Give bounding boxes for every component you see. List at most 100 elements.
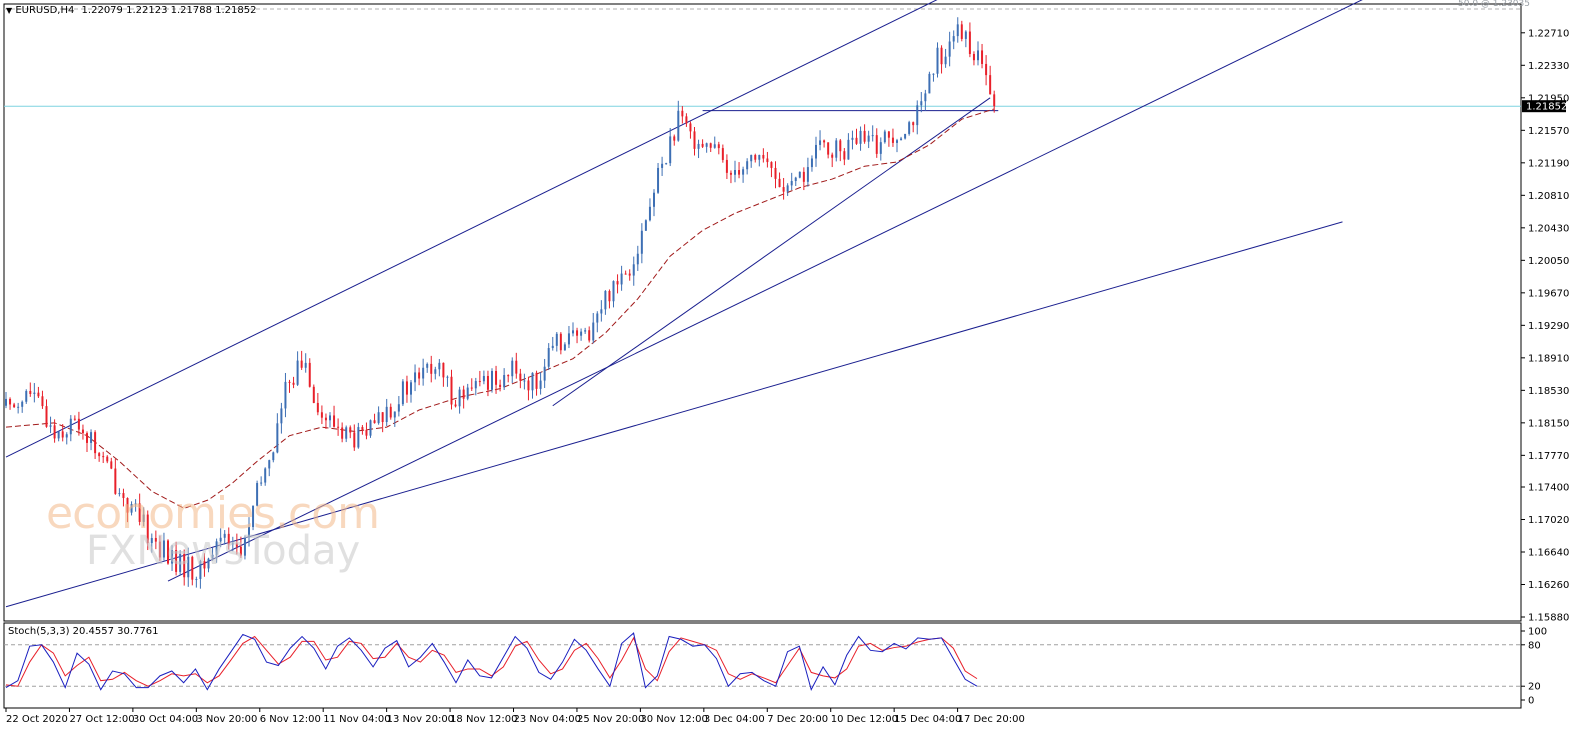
candle-body (130, 504, 133, 513)
ohlc-values: 1.22079 1.22123 1.21788 1.21852 (81, 5, 257, 16)
candle-body (33, 392, 36, 394)
stoch-main-line (5, 632, 978, 692)
candle-body (341, 427, 344, 439)
candle-body (701, 143, 704, 147)
candle-body (162, 540, 165, 558)
candle-body (681, 110, 684, 117)
candle-body (179, 554, 182, 572)
candle-body (499, 384, 502, 388)
candle-body (106, 456, 109, 462)
candle-body (333, 415, 336, 427)
candle-body (871, 135, 874, 137)
candle-body (883, 131, 886, 143)
candle-body (713, 144, 716, 148)
candle-body (721, 148, 724, 160)
trendline (552, 97, 991, 407)
stoch-tick-label: 0 (1528, 696, 1534, 707)
candle-body (272, 452, 275, 461)
candle-body (491, 370, 493, 390)
symbol-label: EURUSD,H4 (15, 5, 75, 16)
candle-body (539, 380, 542, 389)
candle-body (446, 376, 449, 378)
candle-body (563, 344, 566, 351)
candle-body (252, 505, 255, 528)
current-price-tag-label: 1.21852 (1526, 102, 1567, 113)
stoch-tick-label: 100 (1528, 627, 1547, 638)
candle-body (393, 411, 396, 418)
candle-body (134, 503, 137, 505)
time-tick-label: 18 Nov 12:00 (450, 714, 517, 725)
candle-body (689, 123, 692, 132)
candle-body (248, 527, 250, 538)
candle-body (369, 420, 372, 436)
time-tick-label: 3 Nov 20:00 (196, 714, 257, 725)
candle-body (405, 381, 408, 395)
candle-body (219, 537, 222, 542)
main-plot-area (3, 3, 1522, 622)
price-tick-label: 1.21570 (1528, 126, 1569, 137)
candle-body (750, 155, 753, 162)
candle-body (535, 372, 538, 389)
candle-body (434, 369, 437, 374)
candle-body (823, 140, 826, 143)
candle-body (284, 381, 287, 409)
candle-body (644, 220, 647, 231)
candle-body (977, 50, 979, 61)
candle-body (847, 139, 850, 160)
candle-body (268, 460, 271, 469)
candle-body (972, 54, 975, 61)
candle-body (604, 290, 607, 310)
price-tick-label: 1.19670 (1528, 288, 1569, 299)
time-tick-label: 6 Nov 12:00 (260, 714, 321, 725)
candle-body (397, 404, 400, 412)
candle-body (810, 158, 813, 168)
candle-body (734, 170, 736, 175)
candle-body (118, 493, 121, 495)
candle-body (920, 101, 923, 106)
candle-body (385, 406, 388, 423)
chevron-down-icon[interactable]: ▼ (6, 6, 13, 15)
candle-body (665, 163, 668, 165)
candle-body (827, 142, 830, 155)
candle-body (636, 253, 639, 265)
fibonacci-level (4, 8, 1521, 107)
candle-body (21, 401, 24, 407)
candle-body (936, 47, 939, 74)
candle-body (916, 105, 919, 126)
candle-body (754, 155, 757, 160)
candle-body (381, 412, 384, 423)
candle-body (154, 538, 157, 542)
candle-body (616, 281, 619, 285)
candle-body (300, 360, 303, 368)
candle-body (758, 154, 761, 160)
price-tick-label: 1.20430 (1528, 223, 1569, 234)
candle-body (235, 543, 238, 547)
stoch-tick-label: 20 (1528, 682, 1541, 693)
candle-body (584, 330, 587, 332)
candle-body (191, 556, 194, 580)
candle-body (231, 543, 234, 545)
candle-body (77, 418, 80, 430)
candle-body (831, 154, 834, 158)
candle-body (559, 333, 562, 351)
candle-body (458, 389, 461, 407)
candle-body (296, 360, 299, 385)
time-tick-label: 15 Dec 04:00 (894, 714, 961, 725)
candle-body (150, 538, 153, 544)
candle-body (474, 381, 477, 389)
candle-body (632, 264, 635, 276)
price-tick-label: 1.16260 (1528, 580, 1569, 591)
candle-body (640, 230, 643, 254)
candle-body (835, 140, 838, 158)
price-tick-label: 1.21950 (1528, 93, 1569, 104)
candle-body (572, 330, 574, 334)
candle-body (600, 309, 603, 314)
price-axis: 1.22710 1.22330 1.21950 1.21570 1.21190 1.208… (1521, 28, 1569, 624)
candle-body (13, 404, 16, 408)
candle-body (819, 140, 822, 145)
candle-body (798, 171, 801, 178)
time-tick-label: 25 Nov 20:00 (577, 714, 644, 725)
time-tick-label: 22 Oct 2020 (6, 714, 68, 725)
candle-body (349, 427, 352, 433)
stoch-plot-area (3, 622, 1522, 709)
